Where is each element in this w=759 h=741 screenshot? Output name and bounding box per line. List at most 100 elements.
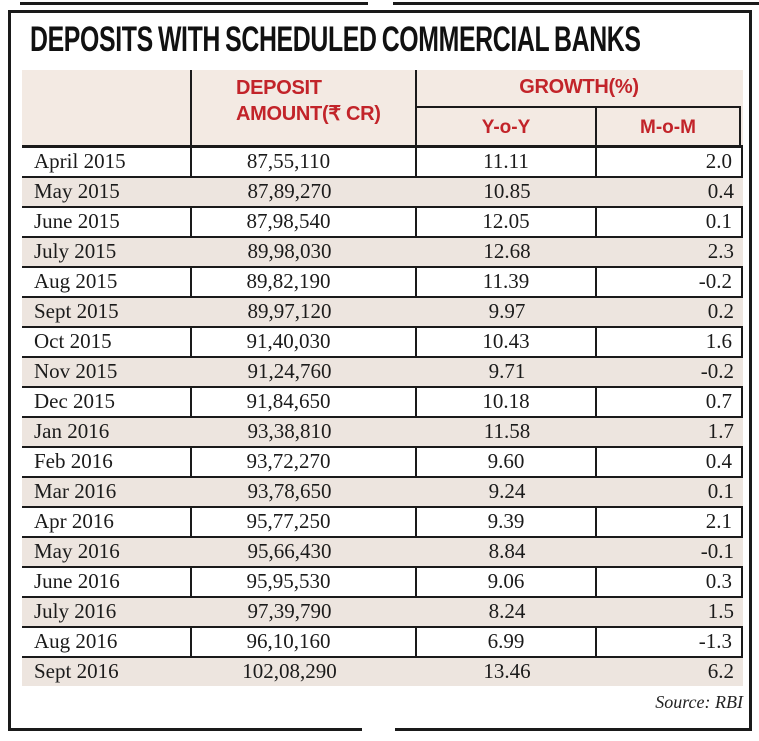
table-row: May 2016 95,66,430 8.84 -0.1	[22, 538, 743, 568]
mom-cell: 0.2	[707, 299, 734, 323]
month-cell: Aug 2016	[22, 628, 192, 656]
amount-cell: 96,10,160	[192, 628, 417, 656]
growth-column-group-header: GROWTH(%) Y-o-Y M-o-M	[417, 70, 741, 145]
table-row: Aug 2015 89,82,190 11.39 -0.2	[22, 268, 743, 298]
yoy-cell: 8.24	[488, 599, 526, 623]
amount-cell: 89,97,120	[247, 299, 332, 323]
amount-cell: 87,55,110	[192, 148, 417, 176]
top-rule-left-segment	[20, 2, 368, 5]
table-row: Feb 2016 93,72,270 9.60 0.4	[22, 448, 743, 478]
amount-cell: 95,77,250	[192, 508, 417, 536]
month-column-header-empty	[22, 70, 192, 145]
table-header: DEPOSIT AMOUNT(₹ CR) GROWTH(%) Y-o-Y M-o…	[22, 70, 743, 148]
table-row: Aug 2016 96,10,160 6.99 -1.3	[22, 628, 743, 658]
yoy-cell: 12.05	[417, 208, 597, 236]
yoy-cell: 9.71	[488, 359, 526, 383]
amount-cell: 91,24,760	[247, 359, 332, 383]
amount-cell: 97,39,790	[247, 599, 332, 623]
month-cell: May 2015	[34, 179, 120, 203]
table-row: July 2015 89,98,030 12.68 2.3	[22, 238, 743, 268]
amount-cell: 95,66,430	[247, 539, 332, 563]
mom-cell: -1.3	[698, 629, 732, 653]
yoy-cell: 12.68	[483, 239, 531, 263]
yoy-cell: 11.58	[483, 419, 531, 443]
yoy-cell: 9.60	[417, 448, 597, 476]
table-row: April 2015 87,55,110 11.11 2.0	[22, 148, 743, 178]
month-cell: Feb 2016	[22, 448, 192, 476]
table-row: Apr 2016 95,77,250 9.39 2.1	[22, 508, 743, 538]
month-cell: June 2015	[22, 208, 192, 236]
yoy-cell: 9.24	[488, 479, 526, 503]
mom-cell: -0.2	[698, 269, 732, 293]
month-cell: June 2016	[22, 568, 192, 596]
month-cell: Oct 2015	[22, 328, 192, 356]
month-cell: April 2015	[22, 148, 192, 176]
yoy-cell: 11.11	[417, 148, 597, 176]
mom-cell: 2.0	[705, 149, 732, 173]
yoy-cell: 9.06	[417, 568, 597, 596]
amount-cell: 89,82,190	[192, 268, 417, 296]
mom-cell: 0.7	[705, 389, 732, 413]
amount-cell: 87,98,540	[192, 208, 417, 236]
table-row: Nov 2015 91,24,760 9.71 -0.2	[22, 358, 743, 388]
table-row: June 2015 87,98,540 12.05 0.1	[22, 208, 743, 238]
table-frame-border	[8, 10, 752, 731]
mom-cell: -0.2	[700, 359, 734, 383]
table-row: May 2015 87,89,270 10.85 0.4	[22, 178, 743, 208]
amount-cell: 91,40,030	[192, 328, 417, 356]
bottom-rule-left-segment	[8, 728, 362, 731]
table-row: Jan 2016 93,38,810 11.58 1.7	[22, 418, 743, 448]
mom-cell: -0.1	[700, 539, 734, 563]
page-title: DEPOSITS WITH SCHEDULED COMMERCIAL BANKS	[30, 20, 641, 59]
mom-cell: 0.1	[707, 479, 734, 503]
yoy-cell: 9.97	[488, 299, 526, 323]
amount-cell: 87,89,270	[247, 179, 332, 203]
mom-cell: 2.3	[707, 239, 734, 263]
yoy-cell: 9.39	[417, 508, 597, 536]
deposit-amount-header-line2: AMOUNT(₹ CR)	[236, 103, 381, 125]
table-row: Sept 2016 102,08,290 13.46 6.2	[22, 658, 743, 686]
amount-cell: 95,95,530	[192, 568, 417, 596]
mom-cell: 1.6	[705, 329, 732, 353]
top-rule-right-segment	[393, 2, 759, 5]
growth-subheader-row: Y-o-Y M-o-M	[417, 106, 741, 145]
source-credit: Source: RBI	[655, 692, 743, 712]
month-cell: Jan 2016	[34, 419, 110, 443]
deposit-amount-column-header: DEPOSIT AMOUNT(₹ CR)	[192, 70, 417, 145]
yoy-cell: 6.99	[417, 628, 597, 656]
mom-cell: 0.4	[707, 179, 734, 203]
table-row: June 2016 95,95,530 9.06 0.3	[22, 568, 743, 598]
yoy-cell: 11.39	[417, 268, 597, 296]
deposits-table: DEPOSIT AMOUNT(₹ CR) GROWTH(%) Y-o-Y M-o…	[22, 70, 743, 686]
table-row: July 2016 97,39,790 8.24 1.5	[22, 598, 743, 628]
deposit-amount-header-line1: DEPOSIT	[236, 77, 322, 99]
mom-cell: 0.3	[705, 569, 732, 593]
month-cell: Aug 2015	[22, 268, 192, 296]
month-cell: May 2016	[34, 539, 120, 563]
mom-column-header: M-o-M	[640, 117, 696, 138]
mom-cell: 1.5	[707, 599, 734, 623]
yoy-cell: 13.46	[483, 659, 531, 683]
yoy-column-header: Y-o-Y	[417, 108, 597, 145]
mom-cell: 6.2	[707, 659, 734, 683]
mom-cell: 1.7	[707, 419, 734, 443]
growth-header-label: GROWTH(%)	[519, 76, 639, 98]
mom-cell: 2.1	[705, 509, 732, 533]
amount-cell: 93,78,650	[247, 479, 332, 503]
amount-cell: 93,38,810	[247, 419, 332, 443]
amount-cell: 89,98,030	[247, 239, 332, 263]
month-cell: Sept 2015	[34, 299, 119, 323]
table-row: Mar 2016 93,78,650 9.24 0.1	[22, 478, 743, 508]
mom-cell: 0.4	[705, 449, 732, 473]
bottom-rule-right-segment	[395, 728, 752, 731]
month-cell: Apr 2016	[22, 508, 192, 536]
table-row: Dec 2015 91,84,650 10.18 0.7	[22, 388, 743, 418]
amount-cell: 93,72,270	[192, 448, 417, 476]
table-row: Oct 2015 91,40,030 10.43 1.6	[22, 328, 743, 358]
yoy-cell: 10.85	[483, 179, 531, 203]
mom-cell: 0.1	[705, 209, 732, 233]
amount-cell: 91,84,650	[192, 388, 417, 416]
table-row: Sept 2015 89,97,120 9.97 0.2	[22, 298, 743, 328]
yoy-cell: 10.43	[417, 328, 597, 356]
